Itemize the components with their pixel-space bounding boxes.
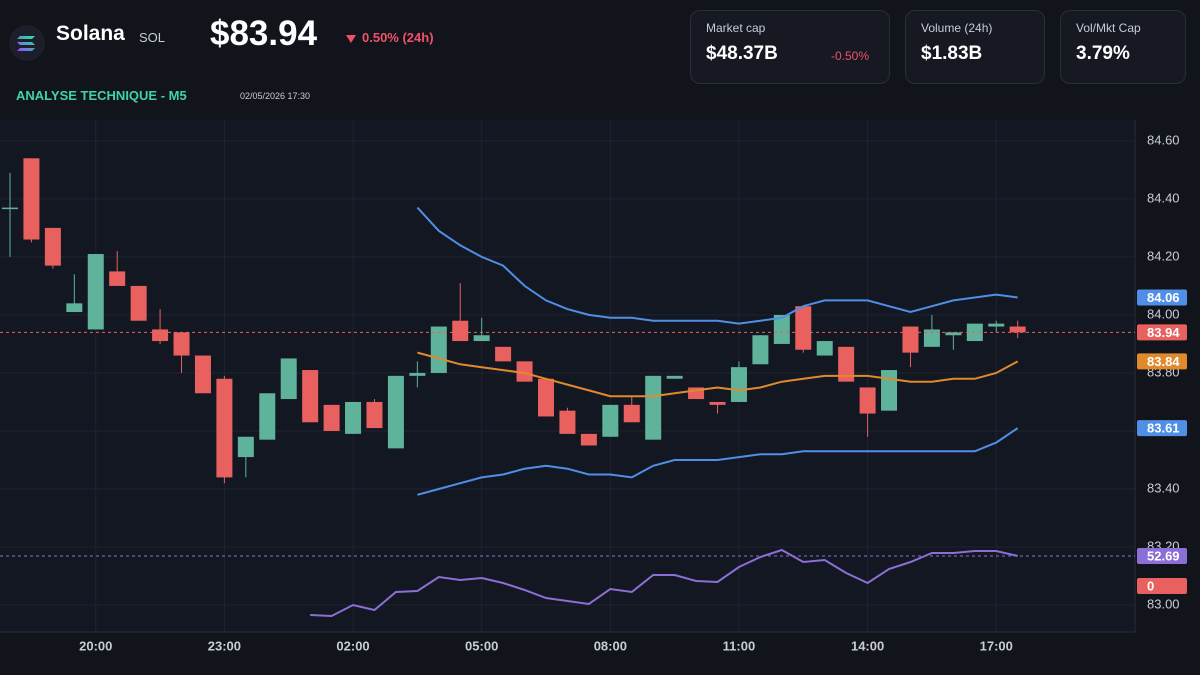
candle-body	[666, 375, 683, 379]
y-tick-label: 83.00	[1147, 596, 1180, 611]
y-tick-label: 84.20	[1147, 248, 1180, 263]
marker-box	[1137, 353, 1187, 370]
candle-body	[538, 378, 554, 417]
candle-body	[645, 375, 662, 440]
stat-value: 3.79%	[1076, 43, 1130, 64]
candle-body	[881, 370, 898, 411]
stat-card: Volume (24h) $1.83B	[905, 10, 1045, 84]
candle-body	[66, 303, 83, 313]
candle-body	[259, 393, 276, 440]
candle-body	[409, 372, 426, 376]
plot-background	[0, 120, 1135, 632]
x-tick-label: 17:00	[980, 638, 1013, 653]
candle-body	[688, 387, 705, 400]
candle-body	[795, 306, 812, 350]
y-tick-label: 83.40	[1147, 480, 1180, 495]
candle-body	[838, 346, 855, 382]
candle-body	[923, 329, 940, 347]
candle-body	[988, 323, 1005, 327]
candle-body	[902, 326, 919, 353]
stat-change: -0.50%	[831, 49, 870, 63]
x-tick-label: 14:00	[851, 638, 884, 653]
candle-body	[945, 332, 962, 336]
candle-body	[452, 320, 469, 342]
stat-label: Vol/Mkt Cap	[1076, 21, 1141, 35]
timestamp: 02/05/2026 17:30	[240, 91, 311, 101]
marker-label: 83.61	[1147, 421, 1180, 436]
stat-value: $48.37B	[706, 43, 778, 64]
candle-body	[816, 341, 833, 356]
stat-label: Volume (24h)	[921, 21, 993, 35]
y-tick-label: 84.40	[1147, 190, 1180, 205]
x-tick-label: 23:00	[208, 638, 241, 653]
candle-body	[152, 329, 169, 342]
candle-body	[216, 378, 233, 478]
x-tick-label: 05:00	[465, 638, 498, 653]
price: $83.94	[210, 14, 318, 53]
stat-value: $1.83B	[921, 43, 983, 64]
x-tick-label: 08:00	[594, 638, 627, 653]
candle-body	[87, 254, 104, 330]
candle-body	[109, 271, 126, 286]
candle-body	[709, 401, 726, 405]
marker-label: 0	[1147, 578, 1154, 593]
indicator-line	[416, 206, 1018, 325]
candle-body	[559, 410, 576, 434]
candle-body	[302, 370, 319, 423]
indicator-line	[310, 548, 1018, 618]
candle-body	[23, 158, 40, 240]
candle-body	[323, 404, 340, 431]
candle-body	[194, 355, 211, 394]
candle-body	[516, 361, 533, 382]
marker-label: 83.94	[1147, 325, 1180, 340]
candle-body	[1009, 326, 1026, 333]
section-title: ANALYSE TECHNIQUE - M5	[16, 88, 187, 103]
candle-body	[473, 335, 490, 342]
indicator-line	[417, 351, 1019, 398]
candle-body	[730, 367, 747, 402]
y-tick-label: 84.60	[1147, 132, 1180, 147]
marker-box	[1137, 547, 1187, 564]
candle-body	[237, 436, 254, 458]
candle-body	[430, 326, 447, 373]
candle-body	[387, 375, 404, 449]
marker-box	[1137, 420, 1187, 437]
x-tick-label: 02:00	[336, 638, 369, 653]
candle-body	[859, 387, 876, 414]
candle-body	[44, 227, 61, 266]
candle-body	[280, 358, 297, 400]
indicator-line	[417, 427, 1019, 496]
coin-name: Solana	[56, 22, 125, 45]
price-change: 0.50% (24h)	[362, 30, 434, 45]
candle-body	[602, 404, 619, 437]
coin-symbol: SOL	[139, 30, 166, 45]
stat-label: Market cap	[706, 21, 766, 35]
stat-card: Market cap $48.37B -0.50%	[690, 10, 890, 84]
candle-body	[2, 207, 18, 210]
y-tick-label: 84.00	[1147, 306, 1180, 321]
candle-body	[366, 401, 383, 429]
marker-label: 84.06	[1147, 290, 1180, 305]
x-tick-label: 11:00	[723, 638, 756, 653]
x-tick-label: 20:00	[79, 638, 112, 653]
marker-label: 52.69	[1147, 548, 1180, 563]
candle-body	[495, 346, 512, 362]
candle-body	[773, 314, 790, 344]
candle-body	[130, 285, 147, 321]
candle-body	[623, 404, 640, 423]
marker-box	[1137, 324, 1187, 341]
candle-body	[173, 332, 190, 356]
candle-body	[752, 335, 769, 365]
solana-logo	[9, 25, 45, 61]
candle-body	[580, 433, 597, 446]
down-arrow	[346, 35, 356, 43]
marker-box	[1137, 577, 1187, 594]
marker-box	[1137, 289, 1187, 306]
candle-body	[345, 401, 362, 434]
marker-label: 83.84	[1147, 354, 1180, 369]
stat-card: Vol/Mkt Cap 3.79%	[1060, 10, 1186, 84]
